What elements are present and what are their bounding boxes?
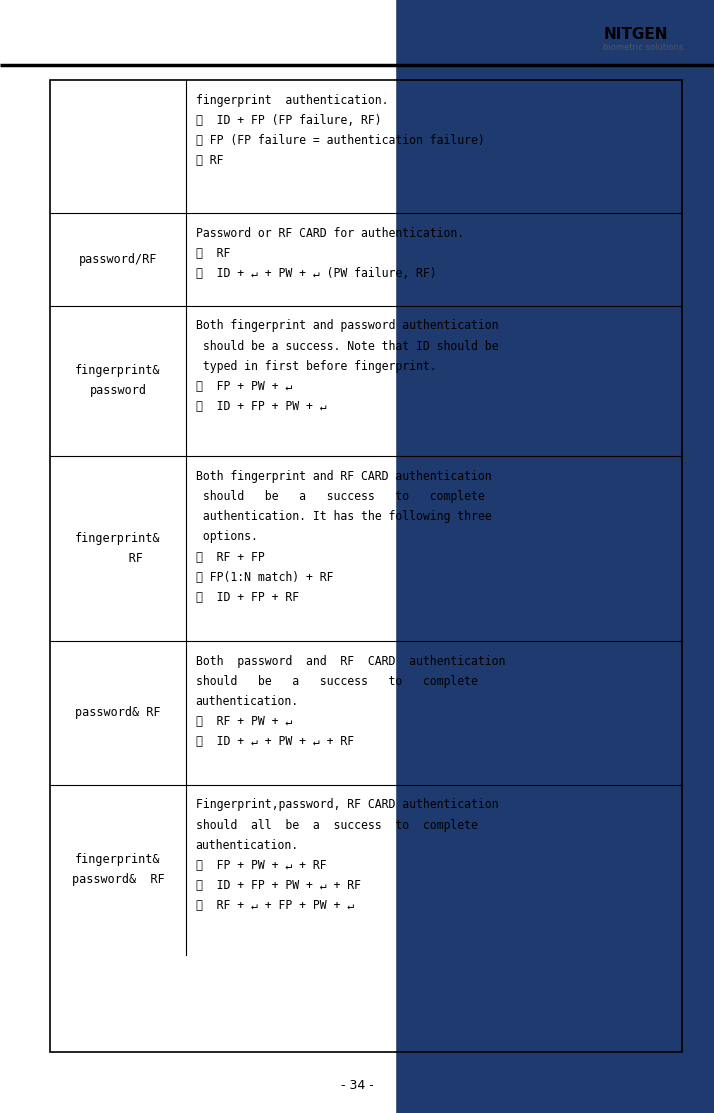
Text: fingerprint&: fingerprint& (75, 364, 161, 377)
Text: Both fingerprint and RF CARD authentication: Both fingerprint and RF CARD authenticat… (196, 470, 491, 483)
Text: ③  RF + ↵ + FP + PW + ↵: ③ RF + ↵ + FP + PW + ↵ (196, 899, 353, 913)
Text: ②  ID + FP + PW + ↵: ② ID + FP + PW + ↵ (196, 400, 326, 413)
Text: should be a success. Note that ID should be: should be a success. Note that ID should… (196, 339, 498, 353)
Text: authentication. It has the following three: authentication. It has the following thr… (196, 511, 491, 523)
Text: Fingerprint,password, RF CARD authentication: Fingerprint,password, RF CARD authentica… (196, 798, 498, 811)
FancyBboxPatch shape (396, 0, 714, 1113)
Text: ③ RF: ③ RF (196, 155, 223, 167)
Text: Both  password  and  RF  CARD  authentication: Both password and RF CARD authentication (196, 654, 505, 668)
Text: ②  ID + ↵ + PW + ↵ + RF: ② ID + ↵ + PW + ↵ + RF (196, 736, 353, 748)
Text: ①  FP + PW + ↵: ① FP + PW + ↵ (196, 380, 292, 393)
Text: should  all  be  a  success  to  complete: should all be a success to complete (196, 818, 478, 831)
Text: - 34 -: - 34 - (341, 1078, 373, 1092)
Text: options.: options. (196, 531, 258, 543)
Text: should   be   a   success   to   complete: should be a success to complete (196, 490, 484, 503)
Text: ①  FP + PW + ↵ + RF: ① FP + PW + ↵ + RF (196, 859, 326, 871)
Text: ①  RF: ① RF (196, 247, 230, 260)
Text: fingerprint&: fingerprint& (75, 532, 161, 545)
Text: ②  ID + ↵ + PW + ↵ (PW failure, RF): ② ID + ↵ + PW + ↵ (PW failure, RF) (196, 267, 436, 280)
Text: ② FP (FP failure = authentication failure): ② FP (FP failure = authentication failur… (196, 135, 484, 147)
Text: ② FP(1:N match) + RF: ② FP(1:N match) + RF (196, 571, 333, 583)
Text: authentication.: authentication. (196, 695, 298, 708)
Text: ①  RF + PW + ↵: ① RF + PW + ↵ (196, 715, 292, 728)
Text: password: password (89, 384, 146, 397)
Text: fingerprint&: fingerprint& (75, 853, 161, 866)
Text: RF: RF (93, 552, 143, 565)
Text: typed in first before fingerprint.: typed in first before fingerprint. (196, 359, 436, 373)
Bar (50, 80, 682, 1052)
Text: biometric solutions: biometric solutions (603, 43, 684, 52)
Text: ②  ID + FP + PW + ↵ + RF: ② ID + FP + PW + ↵ + RF (196, 879, 361, 892)
Text: password/RF: password/RF (79, 253, 157, 266)
Text: password&  RF: password& RF (71, 874, 164, 886)
Text: should   be   a   success   to   complete: should be a success to complete (196, 674, 478, 688)
Text: Both fingerprint and password authentication: Both fingerprint and password authentica… (196, 319, 498, 333)
Text: Password or RF CARD for authentication.: Password or RF CARD for authentication. (196, 227, 463, 240)
Text: authentication.: authentication. (196, 839, 298, 851)
Text: ③  ID + FP + RF: ③ ID + FP + RF (196, 591, 298, 604)
Text: fingerprint  authentication.: fingerprint authentication. (196, 93, 388, 107)
Text: password& RF: password& RF (75, 706, 161, 719)
Text: ①  ID + FP (FP failure, RF): ① ID + FP (FP failure, RF) (196, 115, 381, 127)
Text: NITGEN: NITGEN (603, 27, 668, 42)
Text: ①  RF + FP: ① RF + FP (196, 551, 264, 563)
